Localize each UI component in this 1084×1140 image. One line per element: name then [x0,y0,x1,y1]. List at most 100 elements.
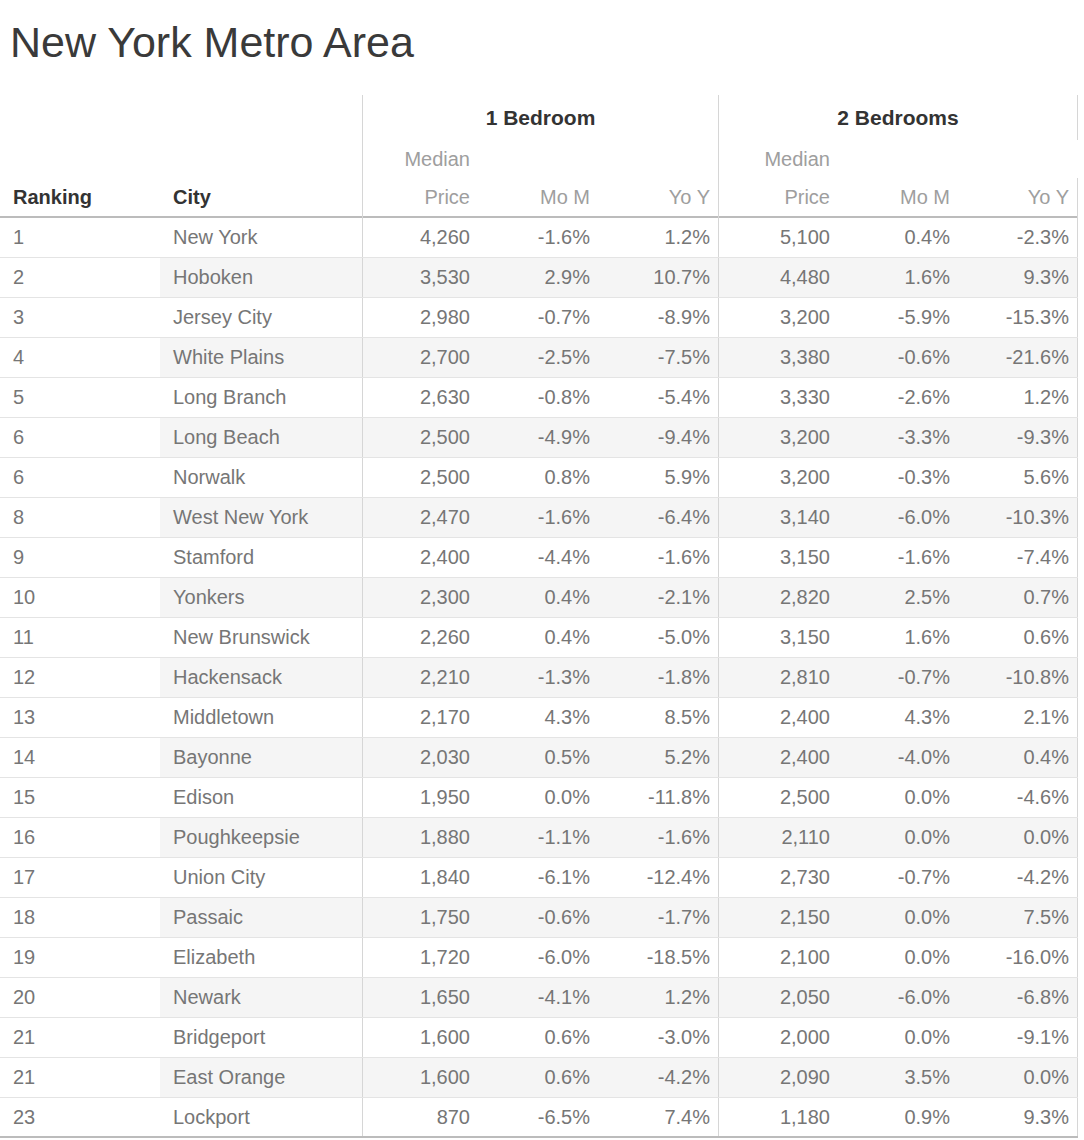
br2-median-price-cell: 2,400 [718,738,838,777]
ranking-cell: 13 [0,698,160,737]
br2-mom-cell: 0.9% [838,1098,958,1136]
city-cell: West New York [160,498,362,537]
br2-yoy-cell: 0.7% [958,578,1078,617]
column-header-row: Ranking City Median Price Mo M Yo Y Medi… [0,140,1078,218]
br2-mom-cell: -0.7% [838,658,958,697]
br2-mom-cell: -0.7% [838,858,958,897]
table-row: 12Hackensack2,210-1.3%-1.8%2,810-0.7%-10… [0,658,1078,698]
br2-median-price-cell: 2,820 [718,578,838,617]
br2-mom-cell: -5.9% [838,298,958,337]
br2-mom-cell: 1.6% [838,258,958,297]
br2-mom-cell: -2.6% [838,378,958,417]
column-group-2-bedrooms[interactable]: 2 Bedrooms [718,95,1078,140]
br1-median-price-cell: 2,500 [362,458,478,497]
br2-mom-cell: -0.6% [838,338,958,377]
br2-mom-cell: 3.5% [838,1058,958,1097]
br1-yoy-cell: 5.2% [598,738,718,777]
br1-yoy-cell: -1.6% [598,818,718,857]
br2-mom-cell: -6.0% [838,498,958,537]
br2-mom-cell: -1.6% [838,538,958,577]
br1-yoy-cell: 1.2% [598,978,718,1017]
city-cell: Stamford [160,538,362,577]
ranking-cell: 1 [0,218,160,257]
ranking-cell: 20 [0,978,160,1017]
ranking-cell: 8 [0,498,160,537]
br2-mom-cell: 2.5% [838,578,958,617]
br1-median-price-cell: 2,500 [362,418,478,457]
city-cell: East Orange [160,1058,362,1097]
br1-mom-cell: -1.3% [478,658,598,697]
table-row: 9Stamford2,400-4.4%-1.6%3,150-1.6%-7.4% [0,538,1078,578]
br1-yoy-cell: -5.4% [598,378,718,417]
br2-mom-column-header[interactable]: Mo M [838,178,958,218]
table-row: 11New Brunswick2,2600.4%-5.0%3,1501.6%0.… [0,618,1078,658]
br2-median-price-cell: 2,500 [718,778,838,817]
br1-mom-cell: -4.1% [478,978,598,1017]
city-column-header[interactable]: City [160,178,362,218]
br1-yoy-cell: -4.2% [598,1058,718,1097]
city-cell: Poughkeepsie [160,818,362,857]
br1-median-price-cell: 1,750 [362,898,478,937]
ranking-cell: 18 [0,898,160,937]
br1-median-price-cell: 1,840 [362,858,478,897]
br2-yoy-column-header[interactable]: Yo Y [958,178,1078,218]
ranking-cell: 21 [0,1058,160,1097]
ranking-cell: 21 [0,1018,160,1057]
city-cell: Passaic [160,898,362,937]
br2-yoy-cell: -4.6% [958,778,1078,817]
br1-mom-cell: 0.6% [478,1058,598,1097]
br1-mom-cell: -0.7% [478,298,598,337]
city-cell: Norwalk [160,458,362,497]
br2-mom-cell: -0.3% [838,458,958,497]
br2-mom-cell: 0.0% [838,898,958,937]
column-group-1-bedroom[interactable]: 1 Bedroom [362,95,718,140]
city-cell: Bayonne [160,738,362,777]
table-row: 14Bayonne2,0300.5%5.2%2,400-4.0%0.4% [0,738,1078,778]
city-cell: New Brunswick [160,618,362,657]
table-row: 15Edison1,9500.0%-11.8%2,5000.0%-4.6% [0,778,1078,818]
br1-yoy-cell: -1.7% [598,898,718,937]
ranking-column-header[interactable]: Ranking [0,178,160,218]
br1-median-price-cell: 2,980 [362,298,478,337]
br1-mom-cell: 0.4% [478,578,598,617]
br1-median-price-cell: 1,720 [362,938,478,977]
br1-yoy-column-header[interactable]: Yo Y [598,178,718,218]
br1-mom-cell: -1.1% [478,818,598,857]
br2-median-price-cell: 2,810 [718,658,838,697]
br1-median-price-cell: 2,470 [362,498,478,537]
city-cell: White Plains [160,338,362,377]
br1-median-price-column-header[interactable]: Median Price [362,140,478,218]
ranking-cell: 3 [0,298,160,337]
br1-mom-column-header[interactable]: Mo M [478,178,598,218]
city-cell: Lockport [160,1098,362,1136]
br1-yoy-cell: -9.4% [598,418,718,457]
br2-median-price-column-header[interactable]: Median Price [718,140,838,218]
br1-mom-cell: 0.4% [478,618,598,657]
ranking-cell: 15 [0,778,160,817]
br1-mom-cell: -1.6% [478,218,598,257]
br1-median-price-cell: 2,210 [362,658,478,697]
br1-yoy-cell: 8.5% [598,698,718,737]
br2-mom-cell: 4.3% [838,698,958,737]
br2-median-price-cell: 1,180 [718,1098,838,1136]
city-cell: Long Branch [160,378,362,417]
br2-median-price-cell: 4,480 [718,258,838,297]
table-row: 16Poughkeepsie1,880-1.1%-1.6%2,1100.0%0.… [0,818,1078,858]
br1-yoy-cell: -1.8% [598,658,718,697]
ranking-cell: 9 [0,538,160,577]
br2-yoy-cell: 2.1% [958,698,1078,737]
br2-yoy-cell: -21.6% [958,338,1078,377]
br1-median-price-cell: 1,600 [362,1018,478,1057]
table-row: 1New York4,260-1.6%1.2%5,1000.4%-2.3% [0,218,1078,258]
table-row: 21East Orange1,6000.6%-4.2%2,0903.5%0.0% [0,1058,1078,1098]
br2-yoy-cell: -10.8% [958,658,1078,697]
br1-yoy-cell: -6.4% [598,498,718,537]
br1-mom-cell: -2.5% [478,338,598,377]
br1-mom-cell: -0.6% [478,898,598,937]
br1-median-price-cell: 2,700 [362,338,478,377]
br1-yoy-cell: -1.6% [598,538,718,577]
ranking-cell: 5 [0,378,160,417]
city-cell: Middletown [160,698,362,737]
br2-yoy-cell: 0.6% [958,618,1078,657]
br2-yoy-cell: 9.3% [958,1098,1078,1136]
